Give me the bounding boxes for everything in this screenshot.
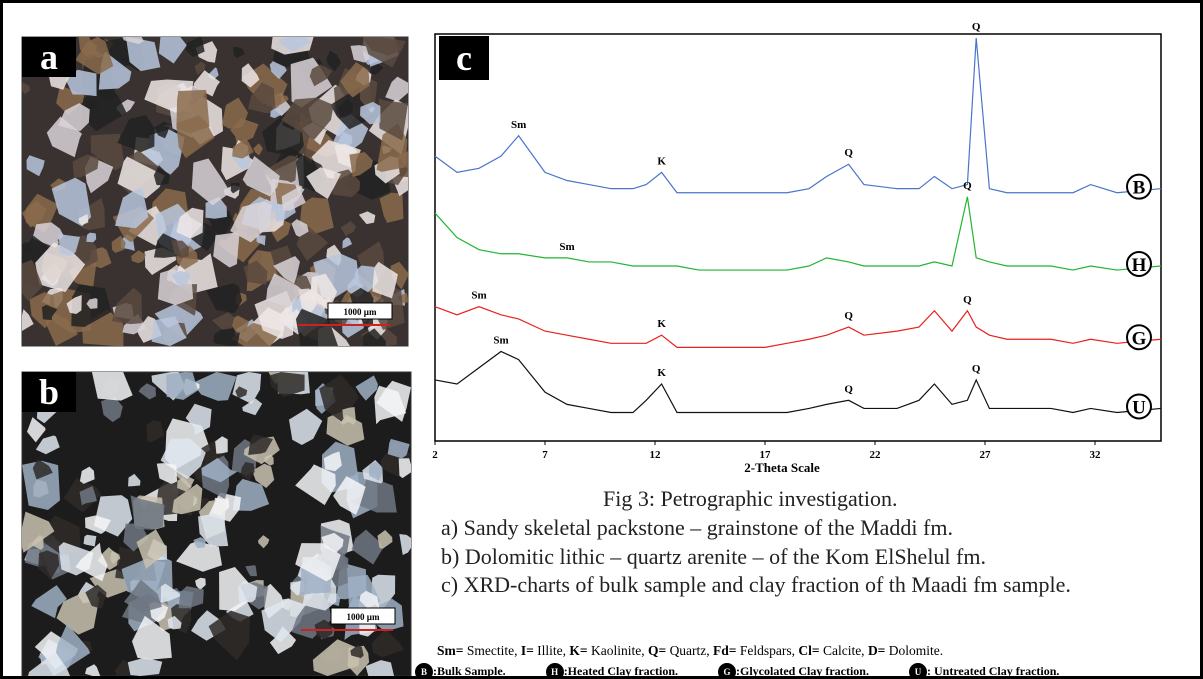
abbr-code: D=	[868, 643, 885, 658]
figure: a1000 µmb1000 µmc2712172227322-Theta Sca…	[0, 0, 1203, 679]
abbr-name: Dolomite.	[885, 643, 943, 658]
key-item: H:Heated Clay fraction.	[546, 663, 678, 679]
key-text: :Glycolated Clay fraction.	[736, 664, 869, 678]
sample-key: B:Bulk Sample. H:Heated Clay fraction. G:G…	[415, 663, 1099, 679]
caption-line: a) Sandy skeletal packstone – grainstone…	[441, 514, 1131, 543]
series-name: G	[1132, 328, 1147, 349]
abbreviations: Sm= Smectite, I= Illite, K= Kaolinite, Q…	[437, 643, 943, 659]
abbr-code: I=	[521, 643, 534, 658]
abbr-name: Kaolinite,	[588, 643, 645, 658]
x-tick-label: 27	[980, 449, 992, 461]
peak-label: Q	[844, 383, 853, 395]
key-text: :Bulk Sample.	[433, 664, 506, 678]
x-tick-label: 2	[432, 449, 438, 461]
xrd-trace	[435, 351, 1161, 412]
abbr-code: Q=	[648, 643, 666, 658]
panel-label: b	[39, 372, 59, 412]
caption-line: b) Dolomitic lithic – quartz arenite – o…	[441, 543, 1131, 572]
peak-label: Q	[972, 21, 981, 33]
series-name: U	[1132, 397, 1146, 418]
series-name: B	[1133, 178, 1146, 199]
peak-label: Sm	[471, 290, 486, 302]
key-symbol: B	[415, 663, 433, 679]
panel-label: a	[40, 37, 58, 77]
peak-label: Q	[844, 147, 853, 159]
abbr-name: Smectite,	[463, 643, 517, 658]
abbr-name: Quartz,	[666, 643, 709, 658]
key-symbol: U	[909, 663, 927, 679]
abbr-code: Sm=	[437, 643, 463, 658]
key-symbol: G	[718, 663, 736, 679]
peak-label: K	[657, 318, 666, 330]
x-tick-label: 22	[870, 449, 882, 461]
xrd-trace	[435, 307, 1161, 348]
peak-label: K	[657, 155, 666, 167]
x-axis-title: 2-Theta Scale	[744, 460, 820, 475]
peak-label: Sm	[493, 334, 508, 346]
peak-label: Q	[844, 310, 853, 322]
xrd-trace	[435, 197, 1161, 270]
peak-label: K	[657, 367, 666, 379]
abbr-name: Calcite,	[820, 643, 865, 658]
peak-label: Q	[963, 180, 972, 192]
peak-label: Sm	[511, 119, 526, 131]
key-text: :Heated Clay fraction.	[564, 664, 678, 678]
key-item: B:Bulk Sample.	[415, 663, 506, 679]
key-text: : Untreated Clay fraction.	[927, 664, 1059, 678]
xrd-trace	[435, 38, 1161, 193]
plot-frame	[435, 34, 1161, 441]
key-item: U: Untreated Clay fraction.	[909, 663, 1059, 679]
peak-label: Sm	[559, 241, 574, 253]
key-symbol: H	[546, 663, 564, 679]
x-tick-label: 7	[542, 449, 548, 461]
peak-label: Q	[963, 294, 972, 306]
grain	[176, 90, 209, 134]
abbr-name: Feldspars,	[737, 643, 796, 658]
abbr-code: K=	[569, 643, 587, 658]
panel-label: c	[456, 38, 472, 78]
key-item: G:Glycolated Clay fraction.	[718, 663, 869, 679]
x-tick-label: 12	[650, 449, 662, 461]
abbr-code: Cl=	[798, 643, 819, 658]
series-name: H	[1132, 255, 1147, 276]
peak-label: Q	[972, 363, 981, 375]
caption-line: c) XRD-charts of bulk sample and clay fr…	[441, 571, 1131, 600]
scale-bar-label: 1000 µm	[344, 307, 377, 317]
scale-bar-label: 1000 µm	[347, 612, 380, 622]
abbr-name: Illite,	[534, 643, 566, 658]
x-tick-label: 32	[1090, 449, 1102, 461]
abbr-code: Fd=	[713, 643, 736, 658]
caption-lines: a) Sandy skeletal packstone – grainstone…	[441, 514, 1131, 600]
caption-title: Fig 3: Petrographic investigation.	[603, 485, 898, 514]
